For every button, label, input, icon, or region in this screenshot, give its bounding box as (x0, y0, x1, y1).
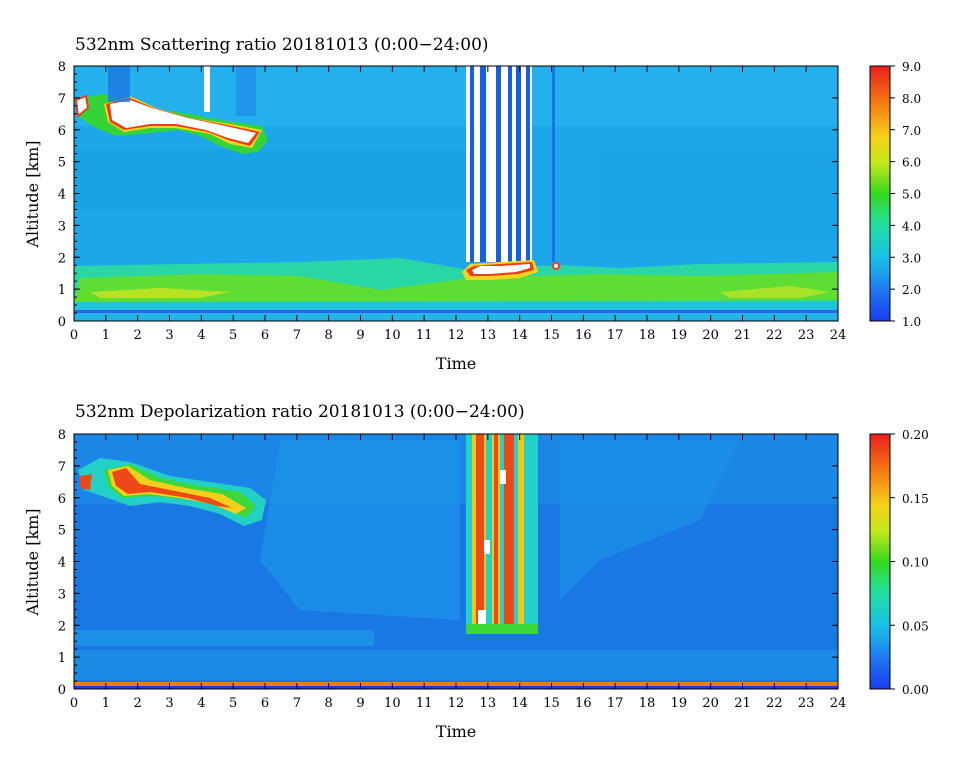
depolarization-xtick-label: 9 (356, 696, 364, 711)
scattering-xtick-label: 21 (734, 328, 751, 343)
scattering-heatmap (74, 66, 838, 321)
depolarization-cb-label: 0.05 (902, 619, 929, 633)
scattering-xtick-label: 22 (766, 328, 783, 343)
scattering-xtick-label: 7 (293, 328, 301, 343)
scattering-ytick-label: 8 (58, 60, 66, 75)
depolarization-xtick-label: 23 (798, 696, 815, 711)
depolarization-xtick-label: 12 (448, 696, 465, 711)
depolarization-ytick-label: 3 (58, 587, 66, 602)
depolarization-xtick-label: 20 (702, 696, 719, 711)
depolarization-xtick-label: 4 (197, 696, 205, 711)
depolarization-cb-label: 0.15 (902, 492, 929, 506)
scattering-cb-label: 2.0 (902, 283, 921, 297)
depolarization-xtick-label: 13 (480, 696, 497, 711)
depolarization-xtick-label: 6 (261, 696, 269, 711)
depolarization-ytick-label: 2 (58, 619, 66, 634)
depolarization-ylabel: Altitude [km] (23, 508, 42, 616)
scattering-ytick-label: 5 (58, 156, 66, 171)
depolarization-heatmap (74, 434, 838, 689)
scattering-panel: 532nm Scattering ratio 20181013 (0:00−24… (23, 35, 921, 373)
scattering-xtick-label: 3 (165, 328, 173, 343)
depolarization-xtick-label: 5 (229, 696, 237, 711)
depolarization-ytick-label: 0 (58, 683, 66, 698)
scattering-xtick-label: 24 (830, 328, 847, 343)
depolarization-xtick-label: 0 (70, 696, 78, 711)
depolarization-xtick-label: 21 (734, 696, 751, 711)
scattering-cb-label: 1.0 (902, 315, 921, 329)
scattering-xtick-label: 17 (607, 328, 624, 343)
depolarization-xtick-label: 1 (102, 696, 110, 711)
scattering-xtick-label: 23 (798, 328, 815, 343)
scattering-ytick-label: 2 (58, 251, 66, 266)
depolarization-xtick-label: 19 (671, 696, 688, 711)
depolarization-xtick-label: 7 (293, 696, 301, 711)
scattering-xtick-label: 13 (480, 328, 497, 343)
depolarization-xtick-label: 11 (416, 696, 433, 711)
depolarization-cb-label: 0.20 (902, 428, 929, 442)
depolarization-xtick-label: 24 (830, 696, 847, 711)
scattering-cb-label: 7.0 (902, 124, 921, 138)
scattering-ylabel: Altitude [km] (23, 140, 42, 248)
scattering-xtick-label: 20 (702, 328, 719, 343)
depolarization-ytick-label: 6 (58, 492, 66, 507)
scattering-xtick-label: 6 (261, 328, 269, 343)
depolarization-xtick-label: 3 (165, 696, 173, 711)
scattering-xtick-label: 14 (511, 328, 528, 343)
scattering-xtick-label: 18 (639, 328, 656, 343)
depolarization-colorbar (869, 433, 891, 690)
scattering-cb-label: 9.0 (902, 60, 921, 74)
scattering-xtick-label: 10 (384, 328, 401, 343)
scattering-xtick-label: 19 (671, 328, 688, 343)
scattering-ticks: 0 1 2 3 4 5 6 7 8 9 10 11 12 13 14 15 16 17 18 19 20 21 22 23 24… (58, 60, 847, 343)
depolarization-ytick-label: 7 (58, 460, 66, 475)
scattering-xtick-label: 8 (325, 328, 333, 343)
scattering-cb-label: 6.0 (902, 156, 921, 170)
depolarization-ticks: 0 1 2 3 4 5 6 7 8 9 10 11 12 13 14 15 16 17 18 19 20 21 22 23 24… (58, 428, 847, 711)
scattering-ytick-label: 0 (58, 315, 66, 330)
depolarization-xtick-label: 15 (543, 696, 560, 711)
scattering-xtick-label: 1 (102, 328, 110, 343)
scattering-ytick-label: 4 (58, 188, 66, 203)
scattering-title: 532nm Scattering ratio 20181013 (0:00−24… (75, 35, 489, 55)
scattering-ytick-label: 6 (58, 124, 66, 139)
scattering-cb-label: 8.0 (902, 92, 921, 106)
depolarization-ytick-label: 4 (58, 556, 66, 571)
scattering-xtick-label: 9 (356, 328, 364, 343)
scattering-xtick-label: 5 (229, 328, 237, 343)
depolarization-title: 532nm Depolarization ratio 20181013 (0:0… (75, 402, 525, 422)
depolarization-xlabel: Time (436, 722, 476, 741)
depolarization-panel: 532nm Depolarization ratio 20181013 (0:0… (23, 402, 929, 741)
scattering-ytick-label: 1 (58, 283, 66, 298)
depolarization-xtick-label: 16 (575, 696, 592, 711)
scattering-xtick-label: 0 (70, 328, 78, 343)
scattering-ytick-label: 3 (58, 219, 66, 234)
scattering-xtick-label: 16 (575, 328, 592, 343)
scattering-xtick-label: 12 (448, 328, 465, 343)
scattering-ytick-label: 7 (58, 92, 66, 107)
depolarization-xtick-label: 8 (325, 696, 333, 711)
depolarization-xtick-label: 2 (134, 696, 142, 711)
depolarization-ytick-label: 5 (58, 524, 66, 539)
scattering-xtick-label: 15 (543, 328, 560, 343)
scattering-cb-label: 5.0 (902, 188, 921, 202)
scattering-xtick-label: 11 (416, 328, 433, 343)
scattering-cb-label: 3.0 (902, 251, 921, 265)
depolarization-xtick-label: 17 (607, 696, 624, 711)
depolarization-colorbar-ticks: 0.00 0.05 0.10 0.15 0.20 (890, 428, 929, 697)
scattering-cb-label: 4.0 (902, 219, 921, 233)
scattering-colorbar-ticks: 1.0 2.0 3.0 4.0 5.0 6.0 7.0 8.0 9.0 (890, 60, 921, 329)
depolarization-xtick-label: 22 (766, 696, 783, 711)
depolarization-cb-label: 0.10 (902, 556, 929, 570)
depolarization-xtick-label: 10 (384, 696, 401, 711)
depolarization-xtick-label: 14 (511, 696, 528, 711)
depolarization-ytick-label: 8 (58, 428, 66, 443)
depolarization-cb-label: 0.00 (902, 683, 929, 697)
depolarization-xtick-label: 18 (639, 696, 656, 711)
scattering-xtick-label: 4 (197, 328, 205, 343)
scattering-colorbar (869, 65, 891, 322)
depolarization-ytick-label: 1 (58, 651, 66, 666)
scattering-xlabel: Time (436, 354, 476, 373)
scattering-xtick-label: 2 (134, 328, 142, 343)
